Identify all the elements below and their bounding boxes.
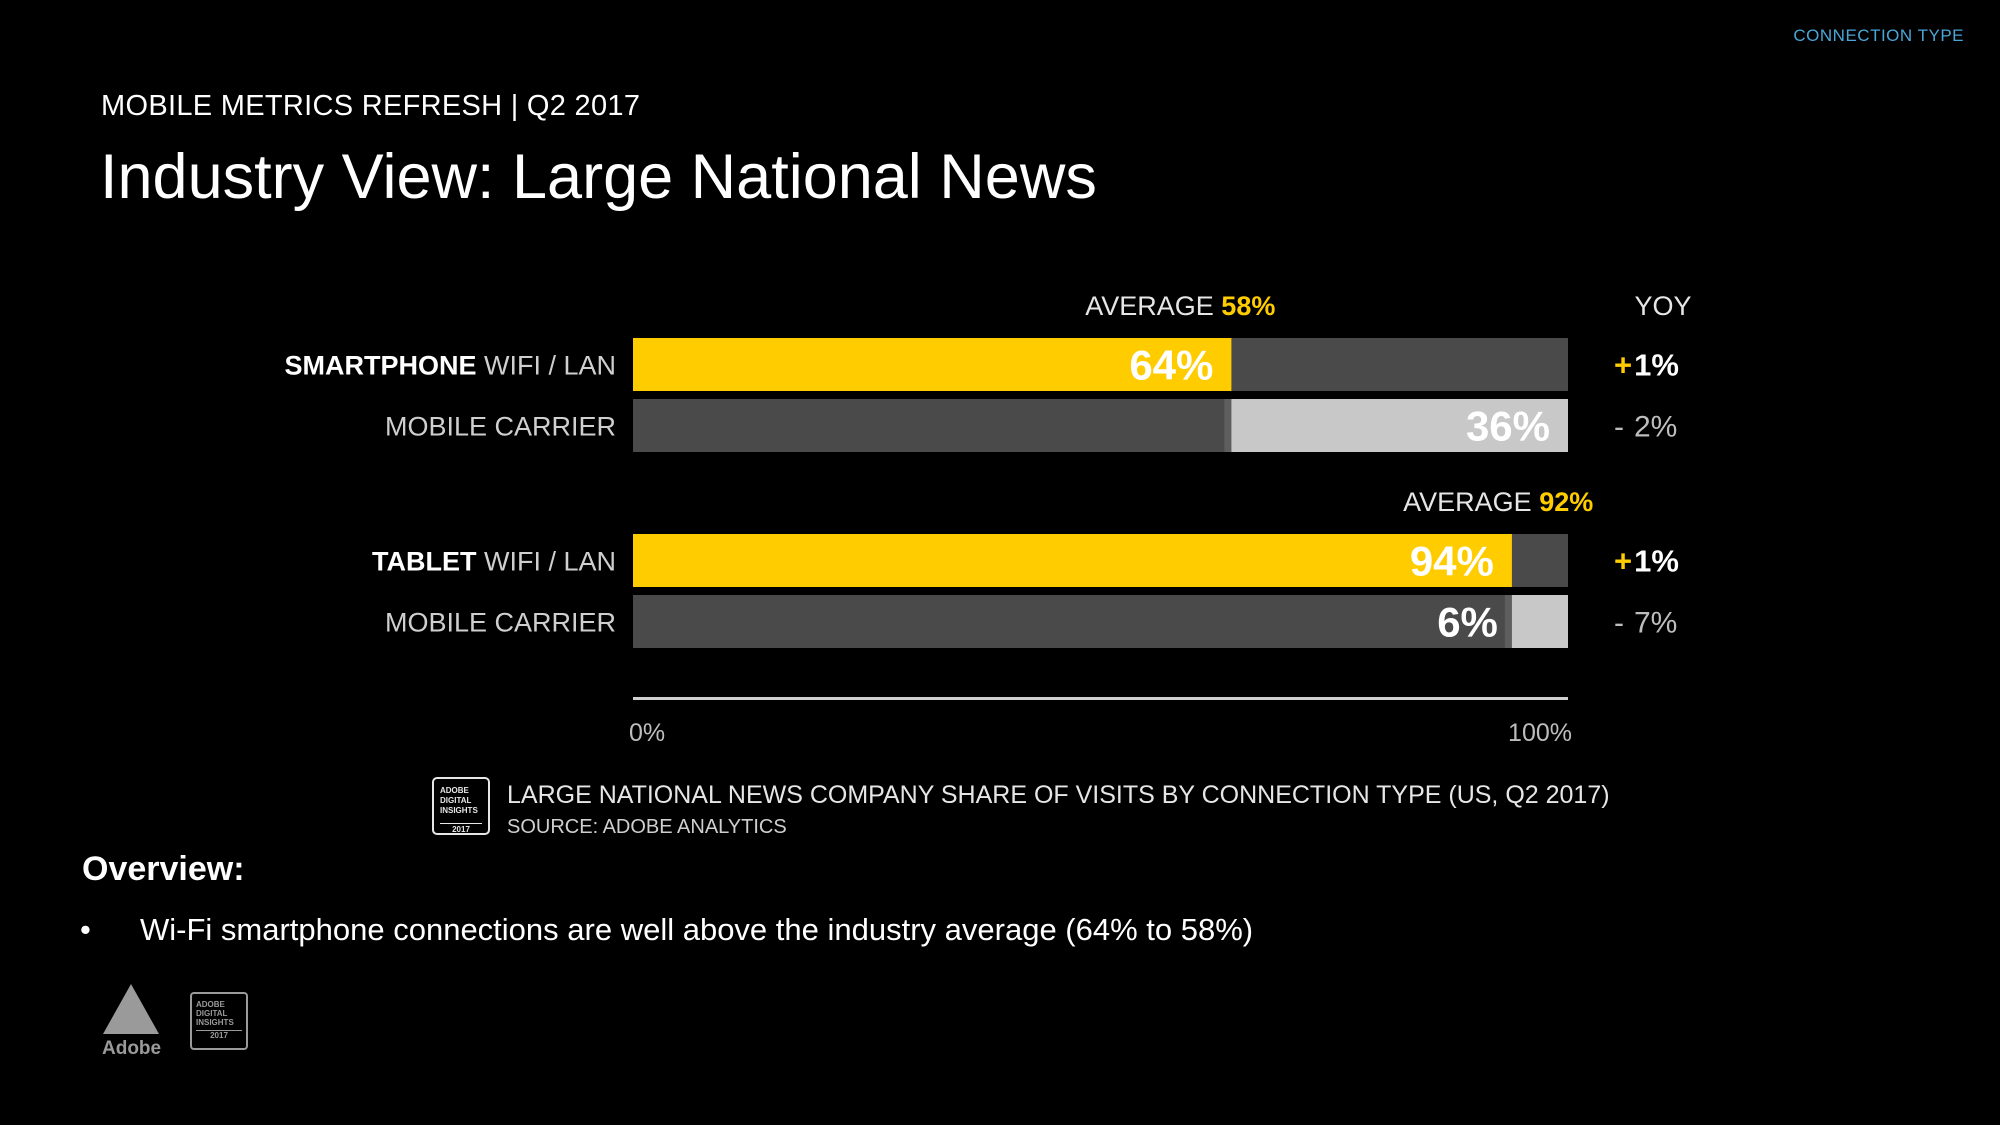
badge-year: 2017: [196, 1030, 242, 1040]
bar-wifi: [633, 338, 1232, 391]
bar-divider: [1504, 595, 1512, 648]
average-label: AVERAGE 92%: [1403, 487, 1593, 517]
bar-value-label: 94%: [1410, 538, 1494, 585]
yoy-value: -2%: [1614, 411, 1677, 444]
x-tick-label: 100%: [1508, 719, 1572, 747]
adobe-logo-icon: [103, 984, 159, 1034]
bar-track: [633, 595, 1568, 648]
bar-divider: [1224, 399, 1232, 452]
chart-caption: LARGE NATIONAL NEWS COMPANY SHARE OF VIS…: [507, 781, 1610, 809]
yoy-header: YOY: [1634, 291, 1691, 321]
chart-source: SOURCE: ADOBE ANALYTICS: [507, 816, 787, 838]
section-tag: CONNECTION TYPE: [1793, 26, 1964, 45]
eyebrow-title: MOBILE METRICS REFRESH | Q2 2017: [101, 90, 641, 122]
digital-insights-badge-icon: ADOBE DIGITAL INSIGHTS 2017: [190, 992, 248, 1050]
overview-bullet: • Wi-Fi smartphone connections are well a…: [80, 912, 1253, 948]
connection-type-chart: YOY AVERAGE 58% 64% SMARTPHONE WIFI / LAN +1…: [284, 291, 1691, 838]
bar-value-label: 64%: [1129, 342, 1213, 389]
badge-line: INSIGHTS: [196, 1018, 234, 1027]
source-badge-text: ADOBE: [440, 786, 470, 795]
yoy-value: -7%: [1614, 607, 1677, 640]
x-tick-label: 0%: [629, 719, 665, 747]
yoy-value: +1%: [1614, 544, 1679, 579]
row-label: SMARTPHONE WIFI / LAN: [284, 351, 616, 381]
overview-bullet-text: Wi-Fi smartphone connections are well ab…: [140, 912, 1254, 947]
page-title: Industry View: Large National News: [100, 142, 1097, 212]
badge-line: DIGITAL: [196, 1009, 228, 1018]
source-badge-text: DIGITAL: [440, 796, 472, 805]
bar-carrier: [1511, 595, 1568, 648]
bar-value-label: 36%: [1466, 403, 1550, 450]
row-label: MOBILE CARRIER: [385, 412, 616, 442]
source-badge-icon: [432, 777, 490, 835]
source-badge-text: INSIGHTS: [440, 806, 478, 815]
bar-wifi: [633, 534, 1512, 587]
yoy-value: +1%: [1614, 348, 1679, 383]
bullet-dot: •: [80, 912, 91, 947]
bar-carrier: [1231, 399, 1568, 452]
adobe-logo-word: Adobe: [102, 1038, 162, 1059]
row-label: TABLET WIFI / LAN: [372, 547, 616, 577]
average-label: AVERAGE 58%: [1085, 291, 1275, 321]
bar-value-label: 6%: [1437, 599, 1498, 646]
source-badge-rule: [440, 823, 482, 824]
badge-line: ADOBE: [196, 1000, 225, 1009]
row-label: MOBILE CARRIER: [385, 608, 616, 638]
x-axis-line: [633, 697, 1568, 700]
adobe-logo: Adobe: [102, 984, 162, 1064]
overview-heading: Overview:: [82, 850, 245, 888]
source-badge-year: 2017: [452, 825, 470, 834]
